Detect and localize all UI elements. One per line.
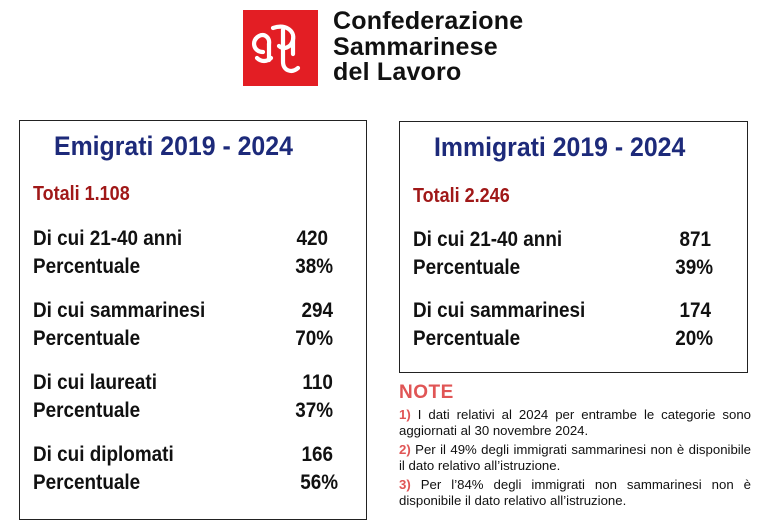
row-value: 39% (675, 256, 713, 279)
notes-section: NOTE 1) I dati relativi al 2024 per entr… (399, 382, 751, 512)
note-number: 3) (399, 477, 411, 492)
immigrati-row-age: Di cui 21-40 anni 871 (413, 228, 733, 256)
notes-title: NOTE (399, 382, 454, 403)
immigrati-row-age-percent: Percentuale 39% (413, 256, 733, 284)
emigrati-row-sammarinesi: Di cui sammarinesi 294 (33, 299, 352, 327)
csdl-logo-icon (243, 10, 318, 86)
note-item: 1) I dati relativi al 2024 per entrambe … (399, 407, 751, 439)
row-value: 294 (301, 299, 333, 322)
emigrati-title: Emigrati 2019 - 2024 (54, 131, 293, 161)
row-label: Di cui 21-40 anni (33, 227, 183, 250)
emigrati-row-sammarinesi-percent: Percentuale 70% (33, 327, 352, 355)
emigrati-row-diplomati: Di cui diplomati 166 (33, 443, 352, 471)
row-value: 871 (679, 228, 711, 251)
row-value: 166 (301, 443, 333, 466)
row-value: 110 (302, 371, 333, 394)
emigrati-row-diplomati-percent: Percentuale 56% (33, 471, 352, 499)
organization-name: Confederazione Sammarinese del Lavoro (333, 7, 524, 86)
note-text: I dati relativi al 2024 per entrambe le … (399, 407, 751, 438)
note-item: 2) Per il 49% degli immigrati sammarines… (399, 442, 751, 474)
immigrati-row-sammarinesi-percent: Percentuale 20% (413, 327, 733, 355)
immigrati-panel: Immigrati 2019 - 2024 Totali 2.246 Di cu… (399, 121, 748, 373)
immigrati-total: Totali 2.246 (413, 185, 510, 207)
row-value: 20% (675, 327, 713, 350)
row-value: 38% (295, 255, 333, 278)
note-number: 2) (399, 442, 411, 457)
row-value: 174 (679, 299, 711, 322)
csdl-logo (243, 10, 318, 86)
row-label: Percentuale (33, 399, 141, 422)
emigrati-row-age-percent: Percentuale 38% (33, 255, 352, 283)
row-label: Percentuale (413, 327, 521, 350)
immigrati-title: Immigrati 2019 - 2024 (434, 132, 686, 162)
row-label: Percentuale (33, 327, 141, 350)
emigrati-row-age: Di cui 21-40 anni 420 (33, 227, 352, 255)
row-label: Di cui laureati (33, 371, 157, 394)
row-label: Di cui 21-40 anni (413, 228, 563, 251)
row-value: 70% (295, 327, 333, 350)
note-number: 1) (399, 407, 411, 422)
note-text: Per il 49% degli immigrati sammarinesi n… (399, 442, 751, 473)
row-label: Di cui sammarinesi (33, 299, 206, 322)
row-value: 420 (296, 227, 328, 250)
org-name-line-2: Sammarinese (333, 32, 498, 61)
row-label: Di cui sammarinesi (413, 299, 586, 322)
emigrati-total: Totali 1.108 (33, 183, 130, 205)
org-name-line-3: del Lavoro (333, 58, 462, 86)
note-text: Per l’84% degli immigrati non sammarines… (399, 477, 751, 508)
immigrati-row-sammarinesi: Di cui sammarinesi 174 (413, 299, 733, 327)
row-label: Di cui diplomati (33, 443, 174, 466)
row-value: 37% (295, 399, 333, 422)
row-label: Percentuale (413, 256, 521, 279)
emigrati-row-laureati: Di cui laureati 110 (33, 371, 352, 399)
emigrati-row-laureati-percent: Percentuale 37% (33, 399, 352, 427)
emigrati-panel: Emigrati 2019 - 2024 Totali 1.108 Di cui… (19, 120, 367, 520)
row-label: Percentuale (33, 255, 141, 278)
org-name-line-1: Confederazione (333, 7, 524, 35)
row-label: Percentuale (33, 471, 141, 494)
row-value: 56% (300, 471, 338, 494)
note-item: 3) Per l’84% degli immigrati non sammari… (399, 477, 751, 509)
